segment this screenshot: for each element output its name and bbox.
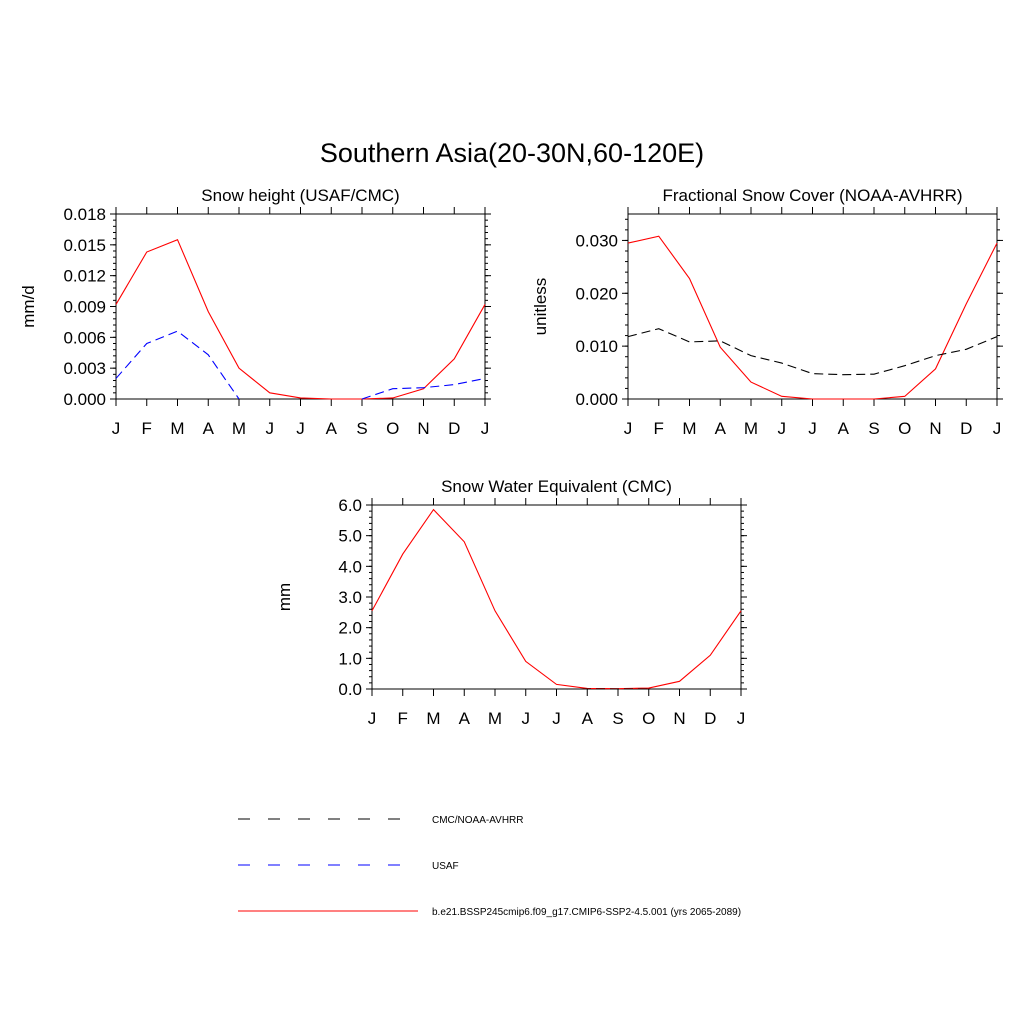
x-tick-label: A xyxy=(203,419,215,438)
legend-label: b.e21.BSSP245cmip6.f09_g17.CMIP6-SSP2-4.… xyxy=(432,907,741,918)
y-tick-label: 4.0 xyxy=(338,557,362,576)
y-tick-label: 0.0 xyxy=(338,680,362,699)
x-tick-label: M xyxy=(488,709,502,728)
x-tick-label: O xyxy=(898,419,911,438)
x-tick-label: J xyxy=(778,419,787,438)
x-tick-label: J xyxy=(266,419,275,438)
series-line xyxy=(371,508,742,690)
x-tick-label: M xyxy=(232,419,246,438)
series-line xyxy=(115,330,486,400)
y-tick-label: 0.020 xyxy=(575,284,618,303)
x-tick-label: N xyxy=(417,419,429,438)
x-tick-label: J xyxy=(481,419,490,438)
x-tick-label: D xyxy=(704,709,716,728)
y-tick-label: 0.010 xyxy=(575,337,618,356)
y-tick-label: 3.0 xyxy=(338,588,362,607)
x-tick-label: J xyxy=(522,709,531,728)
x-tick-label: F xyxy=(654,419,664,438)
panel-title: Snow Water Equivalent (CMC) xyxy=(441,477,672,496)
series-line xyxy=(115,238,486,400)
legend-label: CMC/NOAA-AVHRR xyxy=(432,815,523,826)
legend-label: USAF xyxy=(432,861,459,872)
y-tick-label: 0.015 xyxy=(63,236,106,255)
x-tick-label: A xyxy=(326,419,338,438)
plot-frame xyxy=(371,504,742,690)
y-axis-label: unitless xyxy=(531,278,550,336)
x-tick-label: D xyxy=(448,419,460,438)
x-tick-label: M xyxy=(170,419,184,438)
series-line xyxy=(627,235,998,400)
x-tick-label: M xyxy=(426,709,440,728)
y-tick-label: 1.0 xyxy=(338,649,362,668)
x-tick-label: A xyxy=(459,709,471,728)
plot-frame xyxy=(627,213,998,400)
x-tick-label: S xyxy=(356,419,367,438)
x-tick-label: S xyxy=(612,709,623,728)
x-tick-label: J xyxy=(737,709,746,728)
series-line xyxy=(627,328,998,376)
y-tick-label: 6.0 xyxy=(338,496,362,515)
panel-title: Fractional Snow Cover (NOAA-AVHRR) xyxy=(662,186,962,205)
x-tick-label: M xyxy=(744,419,758,438)
y-tick-label: 0.000 xyxy=(63,390,106,409)
x-tick-label: J xyxy=(368,709,377,728)
x-tick-label: A xyxy=(838,419,850,438)
y-tick-label: 2.0 xyxy=(338,619,362,638)
y-tick-label: 0.018 xyxy=(63,205,106,224)
x-tick-label: O xyxy=(642,709,655,728)
y-tick-label: 0.030 xyxy=(575,231,618,250)
x-tick-label: D xyxy=(960,419,972,438)
x-tick-label: J xyxy=(808,419,817,438)
y-tick-label: 0.006 xyxy=(63,328,106,347)
y-tick-label: 0.009 xyxy=(63,298,106,317)
x-tick-label: J xyxy=(624,419,633,438)
figure-title: Southern Asia(20-30N,60-120E) xyxy=(319,138,705,168)
y-tick-label: 0.012 xyxy=(63,267,106,286)
y-tick-label: 0.003 xyxy=(63,359,106,378)
y-axis-label: mm xyxy=(275,583,294,611)
x-tick-label: J xyxy=(993,419,1002,438)
x-tick-label: N xyxy=(929,419,941,438)
x-tick-label: J xyxy=(296,419,305,438)
x-tick-label: N xyxy=(673,709,685,728)
x-tick-label: F xyxy=(142,419,152,438)
x-tick-label: S xyxy=(868,419,879,438)
x-tick-label: A xyxy=(582,709,594,728)
x-tick-label: J xyxy=(112,419,121,438)
y-tick-label: 5.0 xyxy=(338,527,362,546)
x-tick-label: O xyxy=(386,419,399,438)
x-tick-label: J xyxy=(552,709,561,728)
panel-title: Snow height (USAF/CMC) xyxy=(201,186,399,205)
x-tick-label: F xyxy=(398,709,408,728)
x-tick-label: A xyxy=(715,419,727,438)
y-axis-label: mm/d xyxy=(19,285,38,328)
x-tick-label: M xyxy=(682,419,696,438)
y-tick-label: 0.000 xyxy=(575,390,618,409)
